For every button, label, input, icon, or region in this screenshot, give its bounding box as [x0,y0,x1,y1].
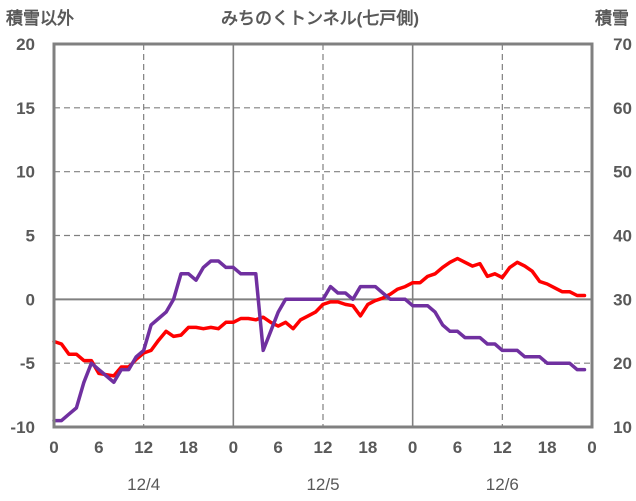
right-y-tick-label: 30 [613,290,632,309]
x-axis: 0 6 12 18 0 6 12 18 0 6 12 18 0 [49,438,596,457]
x-date-label: 12/4 [127,475,160,494]
x-tick-label: 0 [408,438,417,457]
x-tick-label: 0 [49,438,58,457]
grid [54,44,592,427]
chart-title: みちのくトンネル(七戸側) [221,8,419,28]
right-y-tick-label: 40 [613,227,632,246]
right-y-tick-label: 60 [613,99,632,118]
x-tick-label: 18 [538,438,557,457]
snow_depth-line [52,259,587,423]
right-y-tick-label: 20 [613,354,632,373]
left-y-tick-label: -5 [20,354,35,373]
left-y-tick-label: 0 [26,290,35,309]
x-tick-label: 18 [358,438,377,457]
right-y-tick-label: 70 [613,35,632,54]
series-layer [52,256,587,423]
x-tick-label: 12 [493,438,512,457]
right-y-tick-label: 50 [613,163,632,182]
x-date-label: 12/6 [486,475,519,494]
plot-frame [52,42,594,429]
right-y-tick-label: 10 [613,418,632,437]
right-y-axis: 10 20 30 40 50 60 70 [613,35,632,437]
x-tick-label: 6 [94,438,103,457]
x-tick-label: 12 [134,438,153,457]
left-y-tick-label: -10 [10,418,35,437]
x-tick-label: 18 [179,438,198,457]
left-y-tick-label: 5 [26,227,35,246]
left-y-axis: -10 -5 0 5 10 15 20 [10,35,35,437]
left-axis-label: 積雪以外 [6,8,74,28]
x-tick-label: 0 [587,438,596,457]
x-tick-label: 0 [229,438,238,457]
left-y-tick-label: 10 [16,163,35,182]
right-axis-label: 積雪 [595,8,629,28]
left-y-tick-label: 15 [16,99,35,118]
x-date-axis: 12/4 12/5 12/6 [127,475,519,494]
x-tick-label: 12 [314,438,333,457]
x-tick-label: 6 [453,438,462,457]
temperature-line [52,256,587,378]
x-date-label: 12/5 [306,475,339,494]
x-tick-label: 6 [273,438,282,457]
left-y-tick-label: 20 [16,35,35,54]
